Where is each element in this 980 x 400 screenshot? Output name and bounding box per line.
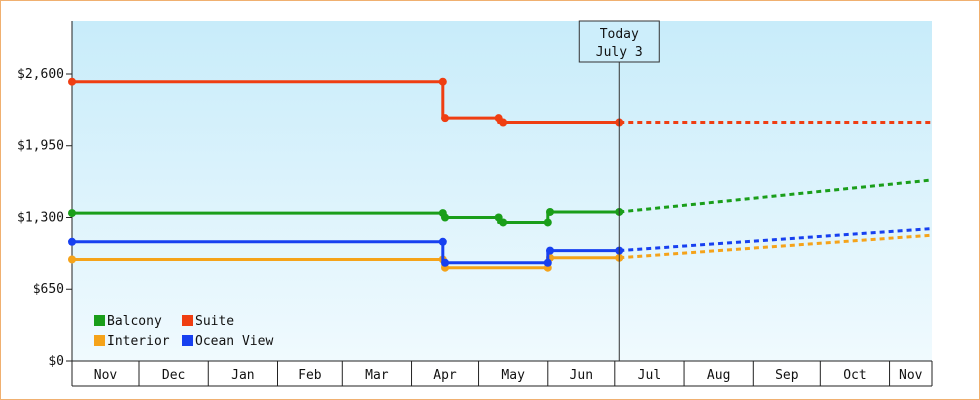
x-tick-label: Jun — [570, 368, 593, 383]
x-tick-label: Jul — [638, 368, 661, 383]
legend-label-interior: Interior — [107, 334, 170, 349]
y-tick-label: $1,300 — [17, 210, 64, 225]
y-tick-label: $1,950 — [17, 139, 64, 154]
today-label: Today — [600, 27, 639, 42]
series-point-balcony — [441, 213, 450, 222]
series-point-suite — [68, 77, 76, 86]
series-point-balcony — [546, 207, 555, 216]
series-projection-balcony — [619, 178, 933, 214]
series-point-balcony — [543, 218, 552, 227]
series-projection-interior — [619, 233, 933, 260]
legend-label-ocean-view: Ocean View — [195, 334, 273, 349]
legend-swatch-interior — [94, 335, 105, 346]
y-tick-label: $650 — [33, 282, 64, 297]
x-tick-label: May — [501, 368, 525, 383]
series-point-suite — [438, 77, 447, 86]
x-tick-label: Aug — [707, 368, 730, 383]
series-point-ocean-view — [438, 237, 447, 246]
x-tick-label: Apr — [433, 368, 457, 383]
legend-swatch-balcony — [94, 315, 105, 326]
series-point-ocean-view — [546, 246, 555, 255]
legend-swatch-suite — [182, 315, 193, 326]
series-point-suite — [441, 114, 450, 123]
today-box — [578, 20, 660, 63]
plot-area — [72, 21, 932, 361]
y-tick-label: $2,600 — [17, 67, 64, 82]
legend-swatch-ocean-view — [182, 335, 193, 346]
today-marker: Today July 3 — [578, 20, 660, 361]
y-axis: $0 $650 $1,300 $1,950 $2,600 — [17, 21, 73, 386]
x-tick-label: Nov — [899, 368, 923, 383]
x-tick-label: Feb — [298, 368, 322, 383]
y-tick-label: $0 — [48, 354, 64, 369]
x-tick-label: Oct — [843, 368, 866, 383]
x-axis: Nov Dec Jan Feb Mar Apr May Jun Jul Aug Sep Oct Nov — [72, 360, 933, 387]
x-tick-label: Jan — [231, 368, 254, 383]
series-layer — [68, 77, 933, 272]
series-point-balcony — [499, 218, 508, 227]
legend-label-balcony: Balcony — [107, 314, 162, 329]
series-point-interior — [68, 255, 76, 264]
x-tick-label: Sep — [775, 368, 799, 383]
series-point-suite — [499, 118, 508, 127]
series-projection-ocean-view — [619, 227, 933, 253]
series-point-balcony — [68, 209, 76, 218]
legend: Balcony Suite Interior Ocean View — [94, 314, 273, 349]
x-tick-label: Nov — [94, 368, 118, 383]
legend-label-suite: Suite — [195, 314, 234, 329]
series-point-ocean-view — [441, 258, 450, 267]
today-date-label: July 3 — [596, 45, 643, 60]
x-tick-label: Dec — [162, 368, 185, 383]
series-point-ocean-view — [68, 237, 76, 246]
x-tick-label: Mar — [365, 368, 389, 383]
series-point-ocean-view — [543, 258, 552, 267]
